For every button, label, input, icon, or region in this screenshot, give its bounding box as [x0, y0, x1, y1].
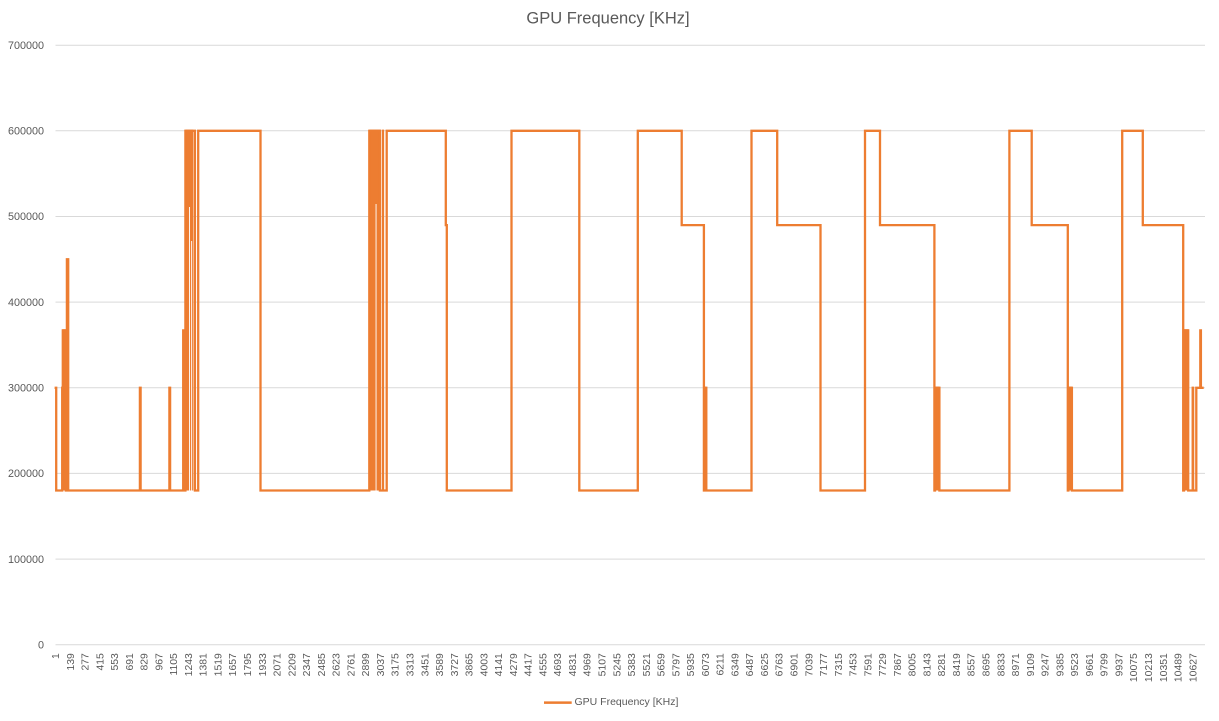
svg-text:5797: 5797	[671, 653, 682, 676]
svg-text:3451: 3451	[420, 653, 431, 676]
svg-text:1: 1	[51, 653, 62, 659]
svg-text:0: 0	[38, 639, 44, 651]
svg-text:1657: 1657	[228, 653, 239, 676]
svg-text:2347: 2347	[302, 653, 313, 676]
svg-text:9247: 9247	[1041, 653, 1052, 676]
svg-text:8833: 8833	[996, 653, 1007, 676]
svg-text:691: 691	[125, 653, 136, 671]
svg-text:200000: 200000	[8, 468, 44, 480]
svg-text:277: 277	[81, 653, 92, 671]
svg-text:6901: 6901	[790, 653, 801, 676]
svg-text:GPU Frequency [KHz]: GPU Frequency [KHz]	[526, 10, 689, 28]
svg-text:7729: 7729	[878, 653, 889, 676]
svg-text:1795: 1795	[243, 653, 254, 676]
svg-text:5245: 5245	[612, 653, 623, 676]
svg-text:553: 553	[110, 653, 121, 671]
svg-text:6625: 6625	[760, 653, 771, 676]
svg-text:300000: 300000	[8, 383, 44, 395]
svg-text:6073: 6073	[701, 653, 712, 676]
svg-text:9937: 9937	[1114, 653, 1125, 676]
svg-text:5383: 5383	[627, 653, 638, 676]
svg-text:3589: 3589	[435, 653, 446, 676]
svg-text:3175: 3175	[391, 653, 402, 676]
svg-text:10489: 10489	[1174, 653, 1185, 682]
svg-text:1243: 1243	[184, 653, 195, 676]
svg-text:9109: 9109	[1026, 653, 1037, 676]
svg-text:6211: 6211	[716, 653, 727, 676]
svg-text:4279: 4279	[509, 653, 520, 676]
svg-text:5659: 5659	[657, 653, 668, 676]
svg-text:8419: 8419	[952, 653, 963, 676]
svg-text:4969: 4969	[583, 653, 594, 676]
svg-text:829: 829	[140, 653, 151, 671]
svg-text:9523: 9523	[1070, 653, 1081, 676]
svg-text:967: 967	[154, 653, 165, 671]
svg-text:3727: 3727	[450, 653, 461, 676]
svg-text:5935: 5935	[686, 653, 697, 676]
svg-text:4555: 4555	[538, 653, 549, 676]
svg-text:10213: 10213	[1144, 653, 1155, 682]
svg-text:7315: 7315	[834, 653, 845, 676]
svg-text:4831: 4831	[568, 653, 579, 676]
svg-text:415: 415	[95, 653, 106, 671]
svg-text:139: 139	[66, 653, 77, 671]
svg-text:4693: 4693	[553, 653, 564, 676]
svg-text:10075: 10075	[1129, 653, 1140, 682]
svg-text:8005: 8005	[908, 653, 919, 676]
svg-text:6487: 6487	[745, 653, 756, 676]
svg-text:9661: 9661	[1085, 653, 1096, 676]
svg-text:10627: 10627	[1188, 653, 1199, 682]
svg-text:7867: 7867	[893, 653, 904, 676]
svg-text:6763: 6763	[775, 653, 786, 676]
svg-text:8143: 8143	[922, 653, 933, 676]
svg-text:2899: 2899	[361, 653, 372, 676]
svg-text:7039: 7039	[804, 653, 815, 676]
svg-text:1381: 1381	[199, 653, 210, 676]
svg-text:10351: 10351	[1159, 653, 1170, 682]
svg-text:4003: 4003	[479, 653, 490, 676]
svg-text:3313: 3313	[405, 653, 416, 676]
svg-text:100000: 100000	[8, 554, 44, 566]
svg-text:1933: 1933	[258, 653, 269, 676]
svg-text:5107: 5107	[597, 653, 608, 676]
svg-text:2209: 2209	[287, 653, 298, 676]
svg-text:7591: 7591	[863, 653, 874, 676]
svg-text:3037: 3037	[376, 653, 387, 676]
svg-text:1105: 1105	[169, 653, 180, 676]
svg-text:3865: 3865	[465, 653, 476, 676]
svg-text:1519: 1519	[213, 653, 224, 676]
svg-text:600000: 600000	[8, 126, 44, 138]
svg-text:500000: 500000	[8, 211, 44, 223]
svg-text:6349: 6349	[730, 653, 741, 676]
svg-text:9799: 9799	[1100, 653, 1111, 676]
svg-text:7177: 7177	[819, 653, 830, 676]
svg-text:2761: 2761	[346, 653, 357, 676]
svg-text:8971: 8971	[1011, 653, 1022, 676]
svg-text:9385: 9385	[1055, 653, 1066, 676]
svg-text:400000: 400000	[8, 297, 44, 309]
svg-text:4141: 4141	[494, 653, 505, 676]
svg-text:5521: 5521	[642, 653, 653, 676]
svg-text:8695: 8695	[982, 653, 993, 676]
svg-text:2071: 2071	[273, 653, 284, 676]
svg-text:4417: 4417	[524, 653, 535, 676]
svg-text:GPU Frequency [KHz]: GPU Frequency [KHz]	[575, 696, 679, 708]
svg-text:8281: 8281	[937, 653, 948, 676]
svg-text:7453: 7453	[849, 653, 860, 676]
svg-text:8557: 8557	[967, 653, 978, 676]
svg-text:700000: 700000	[8, 40, 44, 52]
svg-text:2485: 2485	[317, 653, 328, 676]
svg-text:2623: 2623	[332, 653, 343, 676]
